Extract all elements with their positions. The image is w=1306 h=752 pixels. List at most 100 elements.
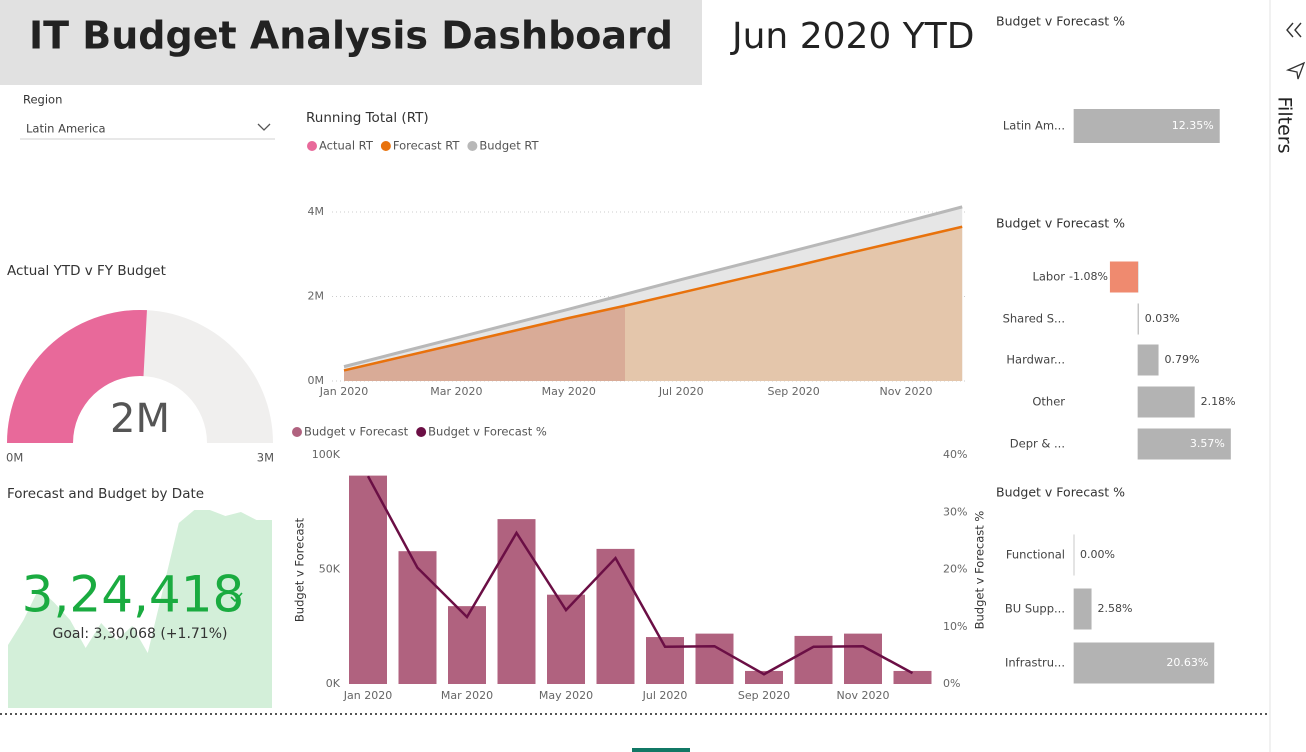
gauge-value — [7, 310, 147, 443]
bar — [1138, 428, 1231, 460]
dashboard-title: IT Budget Analysis Dashboard — [29, 14, 673, 58]
category-label: BU Supp... — [1005, 602, 1065, 616]
y2-tick-label: 0% — [943, 677, 960, 690]
x-tick-label: Sep 2020 — [767, 385, 819, 398]
x-tick-label: Mar 2020 — [441, 689, 493, 702]
filters-label[interactable]: Filters — [1274, 97, 1296, 154]
bar — [448, 606, 486, 684]
kpi-goal: Goal: 3,30,068 (+1.71%) — [53, 626, 228, 642]
bar — [1138, 386, 1195, 418]
slicer-value[interactable]: Latin America — [26, 122, 106, 136]
bar — [794, 635, 833, 684]
y-tick-label: 50K — [319, 563, 341, 576]
x-tick-label: Mar 2020 — [430, 385, 482, 398]
value-label: 12.35% — [1172, 119, 1214, 132]
y-tick-label: 0K — [326, 677, 341, 690]
bar — [1138, 344, 1159, 376]
legend-marker — [307, 141, 317, 151]
bar — [745, 670, 783, 684]
x-tick-label: Nov 2020 — [880, 385, 933, 398]
bar — [844, 633, 882, 684]
category-label: Infrastru... — [1005, 656, 1065, 670]
bar — [349, 475, 387, 684]
legend-label: Budget v Forecast % — [428, 425, 547, 439]
bar — [646, 637, 684, 684]
category-label: Depr & ... — [1010, 437, 1065, 451]
value-label: 0.03% — [1145, 312, 1180, 325]
legend-marker — [416, 427, 427, 437]
y2-tick-label: 20% — [943, 563, 967, 576]
x-tick-label: Jan 2020 — [319, 385, 368, 398]
y-tick-label: 0M — [308, 374, 325, 387]
series-line — [366, 475, 914, 676]
filter-icon[interactable] — [1285, 61, 1306, 80]
x-tick-label: Jan 2020 — [343, 689, 392, 702]
value-label: 0.00% — [1080, 548, 1115, 561]
gauge-range-label: 0M — [6, 451, 23, 465]
x-tick-label: Jul 2020 — [642, 689, 688, 702]
slicer-chevron[interactable] — [257, 123, 271, 131]
series-line — [343, 205, 963, 369]
bar — [1074, 642, 1215, 684]
bar — [1074, 588, 1092, 630]
y2-tick-label: 10% — [943, 620, 967, 633]
kpi-title: Forecast and Budget by Date — [7, 486, 204, 502]
category-label: Hardwar... — [1006, 353, 1065, 367]
value-label: 0.79% — [1165, 353, 1200, 366]
legend-label: Budget v Forecast — [304, 425, 409, 439]
y2-axis-title: Budget v Forecast % — [973, 511, 987, 630]
bar — [695, 633, 734, 684]
gauge-title: Actual YTD v FY Budget — [7, 263, 166, 279]
slicer-label: Region — [23, 93, 62, 107]
y2-tick-label: 40% — [943, 448, 967, 461]
y-tick-label: 2M — [308, 289, 325, 302]
chart-title: Running Total (RT) — [306, 110, 429, 126]
category-label: Shared S... — [1003, 312, 1065, 326]
series-line — [343, 225, 963, 372]
x-tick-label: May 2020 — [539, 689, 593, 702]
bar — [398, 551, 437, 684]
value-label: 20.63% — [1166, 656, 1208, 669]
bar — [1109, 261, 1138, 293]
x-tick-label: Jul 2020 — [658, 385, 704, 398]
category-label: Labor — [1032, 270, 1065, 284]
kpi-check — [230, 592, 243, 603]
category-label: Functional — [1006, 548, 1065, 562]
value-label: 2.18% — [1201, 395, 1236, 408]
legend-marker — [380, 141, 391, 151]
bar — [893, 670, 932, 684]
active-tab-indicator[interactable] — [632, 748, 690, 752]
legend-marker — [467, 141, 478, 151]
title-band — [0, 0, 702, 85]
value-label: 3.57% — [1190, 437, 1225, 450]
chart-title: Budget v Forecast % — [996, 216, 1125, 231]
legend-label: Forecast RT — [393, 139, 460, 153]
gauge-range-label: 3M — [257, 451, 274, 465]
value-label: 2.58% — [1098, 602, 1133, 615]
y-axis-title: Budget v Forecast — [293, 517, 307, 622]
kpi-trend — [8, 510, 272, 708]
bar — [1138, 303, 1139, 335]
filters-pane: Filters — [1269, 0, 1306, 752]
legend-marker — [292, 427, 302, 437]
area-fill — [344, 305, 625, 381]
gauge-value-label: 2M — [110, 396, 170, 442]
bar — [596, 548, 635, 684]
y-tick-label: 4M — [308, 205, 325, 218]
slicer[interactable]: Region Latin America — [20, 93, 275, 140]
y-tick-label: 100K — [312, 448, 341, 461]
chart-title: Budget v Forecast % — [996, 485, 1125, 500]
bar — [1074, 109, 1220, 143]
collapse-icon[interactable] — [1286, 22, 1302, 38]
legend-label: Actual RT — [319, 139, 374, 153]
x-tick-label: Sep 2020 — [738, 689, 790, 702]
category-label: Other — [1032, 395, 1065, 409]
y2-tick-label: 30% — [943, 505, 967, 518]
x-tick-label: Nov 2020 — [837, 689, 890, 702]
bar — [497, 519, 536, 684]
value-label: -1.08% — [1069, 270, 1108, 283]
legend-label: Budget RT — [479, 139, 539, 153]
x-tick-label: May 2020 — [542, 385, 596, 398]
chart-title: Budget v Forecast % — [996, 14, 1125, 29]
